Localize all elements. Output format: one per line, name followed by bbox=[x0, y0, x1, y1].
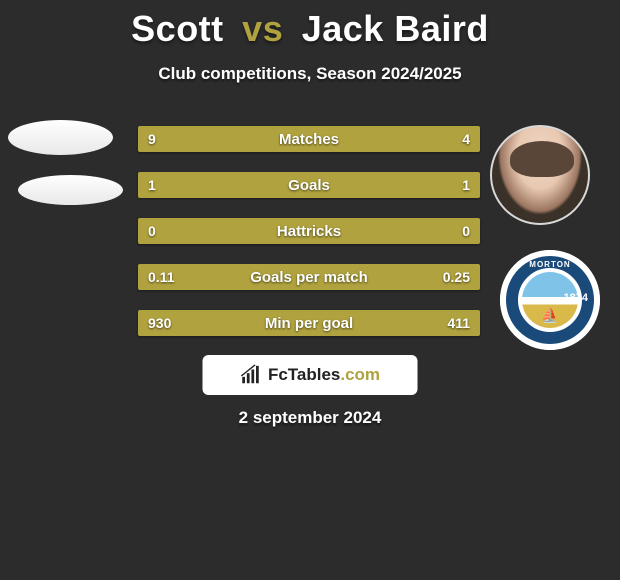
comparison-title: Scott vs Jack Baird bbox=[0, 0, 620, 50]
vs-text: vs bbox=[242, 8, 283, 49]
player1-name: Scott bbox=[131, 8, 224, 49]
stat-value-right: 411 bbox=[437, 310, 480, 336]
stat-value-right: 0.25 bbox=[433, 264, 480, 290]
player1-crest bbox=[18, 175, 123, 205]
chart-icon bbox=[240, 364, 262, 386]
season-subtitle: Club competitions, Season 2024/2025 bbox=[0, 64, 620, 84]
stat-value-left: 930 bbox=[138, 310, 181, 336]
stat-row: 930 Min per goal 411 bbox=[138, 310, 480, 336]
fctables-logo[interactable]: FcTables.com bbox=[203, 355, 418, 395]
snapshot-date: 2 september 2024 bbox=[0, 408, 620, 428]
player1-avatar bbox=[8, 120, 113, 155]
player2-name: Jack Baird bbox=[302, 8, 489, 49]
stats-bars: 9 Matches 4 1 Goals 1 0 Hattricks 0 0.11… bbox=[138, 126, 480, 356]
stat-value-left: 9 bbox=[138, 126, 166, 152]
stat-row: 1 Goals 1 bbox=[138, 172, 480, 198]
stat-bar-left bbox=[138, 126, 374, 152]
stat-bar-left bbox=[138, 218, 480, 244]
stat-value-left: 0 bbox=[138, 218, 166, 244]
stat-row: 0 Hattricks 0 bbox=[138, 218, 480, 244]
crest-ship-icon: ⛵ bbox=[500, 307, 600, 324]
player2-avatar bbox=[490, 125, 590, 225]
stat-value-right: 1 bbox=[452, 172, 480, 198]
stat-value-right: 4 bbox=[452, 126, 480, 152]
crest-year: 1874 bbox=[564, 292, 588, 304]
logo-text-1: FcTables.com bbox=[268, 365, 380, 385]
stat-row: 0.11 Goals per match 0.25 bbox=[138, 264, 480, 290]
crest-top-text: MORTON bbox=[500, 260, 600, 269]
stat-row: 9 Matches 4 bbox=[138, 126, 480, 152]
player2-crest: MORTON 1874 ⛵ bbox=[500, 250, 600, 350]
stat-value-right: 0 bbox=[452, 218, 480, 244]
stat-value-left: 1 bbox=[138, 172, 166, 198]
stat-value-left: 0.11 bbox=[138, 264, 184, 290]
